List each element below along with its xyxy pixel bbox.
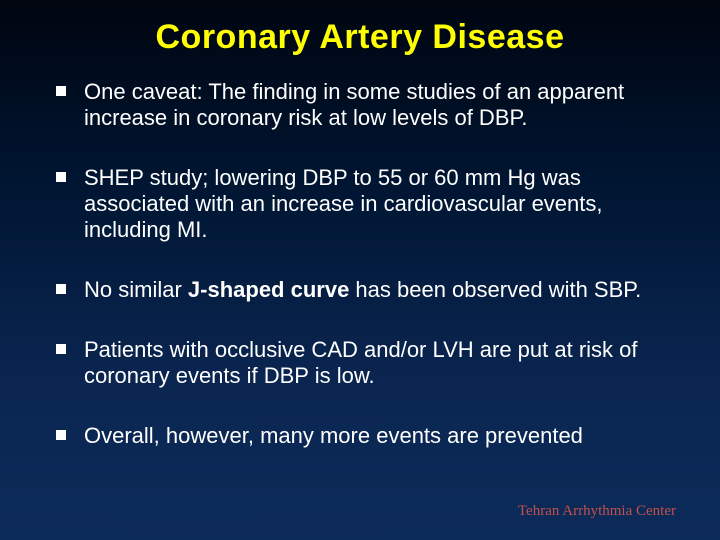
bullet-list: One caveat: The finding in some studies …: [48, 79, 672, 449]
slide-title: Coronary Artery Disease: [48, 18, 672, 57]
bullet-item: One caveat: The finding in some studies …: [48, 79, 672, 131]
bullet-item: Patients with occlusive CAD and/or LVH a…: [48, 337, 672, 389]
bullet-item: SHEP study; lowering DBP to 55 or 60 mm …: [48, 165, 672, 243]
bullet-item: No similar J-shaped curve has been obser…: [48, 277, 672, 303]
bullet-item: Overall, however, many more events are p…: [48, 423, 672, 449]
footer-text: Tehran Arrhythmia Center: [518, 503, 676, 520]
slide: Coronary Artery Disease One caveat: The …: [0, 0, 720, 540]
